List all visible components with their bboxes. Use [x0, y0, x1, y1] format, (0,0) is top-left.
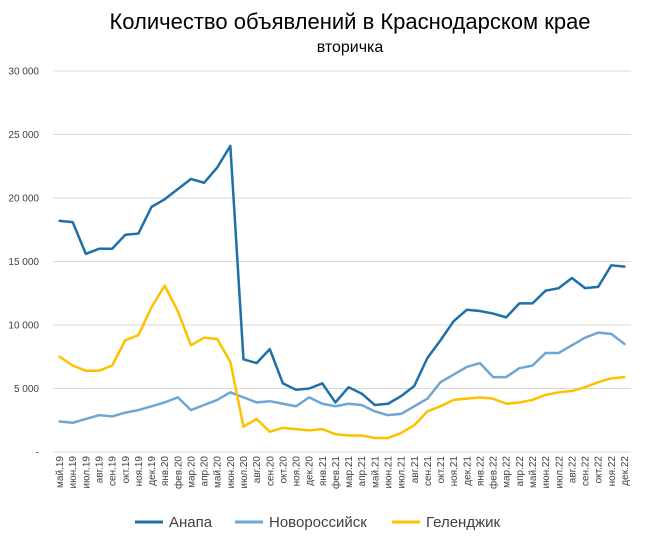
x-tick-label: май.20: [213, 456, 224, 488]
x-tick-label: июн.21: [383, 456, 394, 489]
x-tick-label: июл.20: [239, 456, 250, 489]
x-tick-label: сен.21: [423, 456, 434, 486]
x-tick-label: авг.19: [94, 456, 105, 484]
x-tick-label: ноя.19: [134, 456, 145, 487]
x-tick-label: июл.21: [397, 456, 408, 489]
x-tick-label: ноя.22: [607, 456, 618, 487]
x-tick-label: окт.21: [436, 456, 447, 484]
series-line: [58, 284, 626, 440]
x-tick-label: окт.19: [121, 456, 132, 484]
x-tick-label: фев.22: [488, 456, 500, 489]
x-tick-label: июл.19: [81, 456, 92, 489]
series-line: [58, 331, 626, 425]
x-tick-label: дек.21: [462, 456, 473, 486]
x-axis-ticks: май.19 июн.19 июл.19 авг.19 сен.19 окт.19 ноя.…: [55, 456, 631, 489]
x-tick-label: сен.22: [581, 456, 592, 486]
x-tick-label: авг.22: [567, 456, 578, 484]
x-tick-label: сен.20: [265, 456, 276, 486]
chart-title: Количество объявлений в Краснодарском кр…: [109, 9, 590, 34]
y-tick-label: 25 000: [8, 130, 39, 141]
x-tick-label: янв.20: [160, 456, 171, 487]
x-tick-label: апр.22: [515, 456, 526, 487]
x-tick-label: окт.22: [594, 456, 605, 484]
y-tick-label: 15 000: [8, 257, 39, 268]
x-tick-label: июн.20: [226, 456, 237, 489]
x-tick-label: мар.22: [502, 456, 513, 488]
y-tick-label: -: [36, 448, 39, 459]
x-tick-label: авг.21: [410, 456, 421, 484]
x-tick-label: мар.20: [186, 456, 197, 488]
x-tick-label: мар.21: [344, 456, 355, 488]
legend-label: Анапа: [169, 514, 213, 531]
y-tick-label: 10 000: [8, 321, 39, 332]
x-tick-label: ноя.21: [449, 456, 460, 487]
x-tick-label: июн.22: [541, 456, 552, 489]
x-tick-label: апр.21: [357, 456, 368, 487]
x-tick-label: фев.21: [330, 456, 342, 489]
x-tick-label: янв.22: [475, 456, 486, 487]
x-tick-label: сен.19: [108, 456, 119, 486]
x-tick-label: дек.19: [147, 456, 158, 486]
x-tick-label: янв.21: [318, 456, 329, 487]
chart-subtitle: вторичка: [317, 39, 384, 56]
y-tick-label: 5 000: [14, 384, 39, 395]
x-tick-label: май.22: [528, 456, 539, 488]
x-tick-label: июн.19: [68, 456, 79, 489]
series-line: [58, 144, 626, 407]
series-lines: [58, 144, 626, 440]
y-axis-ticks: - 5 000 10 000 15 000 20 000 25 000 30 000: [8, 67, 39, 459]
gridlines: [53, 70, 631, 453]
x-tick-label: июл.22: [554, 456, 565, 489]
x-tick-label: май.21: [370, 456, 381, 488]
legend-label: Новороссийск: [269, 514, 367, 531]
x-tick-label: дек.20: [305, 456, 316, 486]
legend: Анапа Новороссийск Геленджик: [135, 514, 501, 531]
x-tick-label: авг.20: [252, 456, 263, 484]
x-tick-label: дек.22: [620, 456, 631, 486]
x-tick-label: фев.20: [172, 456, 184, 489]
x-tick-label: май.19: [55, 456, 66, 488]
x-tick-label: апр.20: [200, 456, 211, 487]
x-tick-label: ноя.20: [292, 456, 303, 487]
x-tick-label: окт.20: [278, 456, 289, 484]
y-tick-label: 20 000: [8, 194, 39, 205]
legend-label: Геленджик: [426, 514, 501, 531]
y-tick-label: 30 000: [8, 67, 39, 78]
